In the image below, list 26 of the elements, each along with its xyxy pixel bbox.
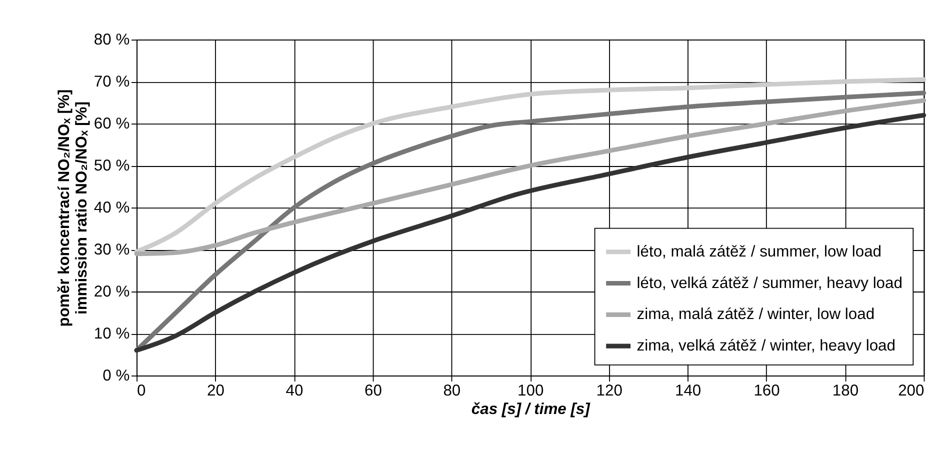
x-tick-label: 0 xyxy=(137,382,146,400)
x-tick-label: 140 xyxy=(675,382,702,400)
y-tick-label: 50 % xyxy=(94,158,130,175)
x-tick-label: 120 xyxy=(596,382,623,400)
x-tick-label: 80 xyxy=(443,382,461,400)
x-tick-label: 200 xyxy=(898,382,925,400)
y-tick-label: 0 % xyxy=(102,368,130,385)
x-tick-label: 180 xyxy=(832,382,859,400)
x-tick-label: 100 xyxy=(518,382,544,400)
y-tick-label: 10 % xyxy=(94,326,130,343)
x-tick-label: 160 xyxy=(754,382,780,400)
y-axis-title: poměr koncentrací NO₂/NOₓ [%] immission ratio NO₂/NOₓ [%] xyxy=(56,89,91,327)
legend-label: léto, velká zátěž / summer, heavy load xyxy=(636,274,902,292)
y-tick-label: 70 % xyxy=(94,74,130,91)
x-tick-label: 20 xyxy=(207,382,225,400)
legend-label: léto, malá zátěž / summer, low load xyxy=(636,243,882,260)
legend-label: zima, velká zátěž / winter, heavy load xyxy=(636,338,896,355)
x-tick-label: 40 xyxy=(286,382,304,400)
y-tick-label: 60 % xyxy=(94,116,130,133)
y-tick-label: 30 % xyxy=(94,242,130,259)
legend-label: zima, malá zátěž / winter, low load xyxy=(636,306,875,324)
y-tick-label: 80 % xyxy=(94,32,130,49)
x-tick-label: 60 xyxy=(364,382,382,400)
y-tick-label: 40 % xyxy=(94,200,130,217)
x-axis-title: čas [s] / time [s] xyxy=(471,400,591,418)
y-tick-label: 20 % xyxy=(94,284,130,301)
